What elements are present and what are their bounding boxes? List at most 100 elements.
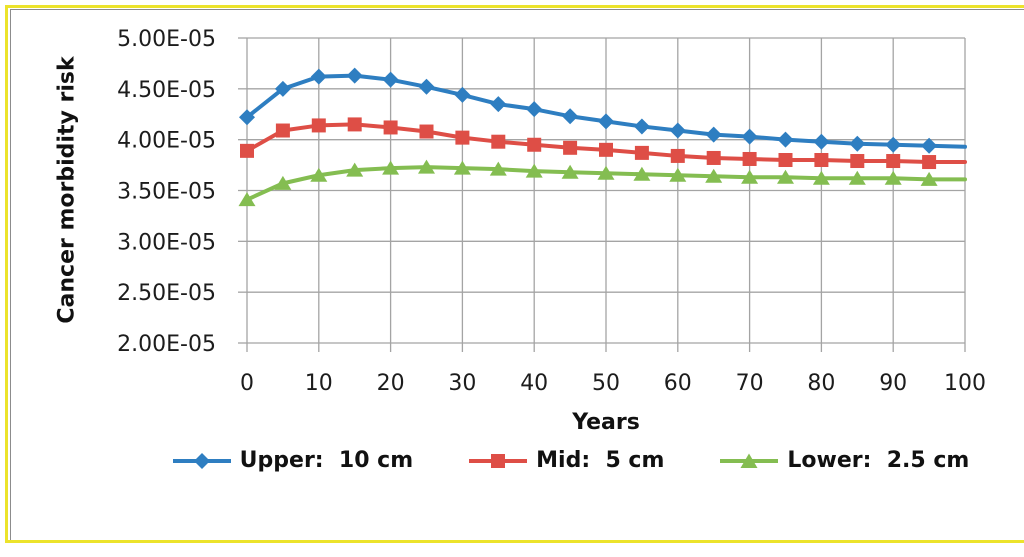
- y-tick-label: 2.00E-05: [117, 332, 216, 357]
- x-tick-label: 20: [377, 371, 405, 396]
- legend-item-upper: Upper: 10 cm: [171, 448, 414, 473]
- triangle-marker: [884, 170, 902, 185]
- legend-item-lower: Lower: 2.5 cm: [718, 448, 969, 473]
- square-marker: [383, 120, 398, 135]
- triangle-marker: [669, 167, 687, 182]
- x-tick-label: 10: [305, 371, 333, 396]
- square-marker: [742, 151, 757, 166]
- diamond-marker: [921, 137, 938, 154]
- square-marker: [311, 118, 326, 133]
- triangle-marker: [812, 170, 830, 185]
- y-tick-label: 3.50E-05: [117, 180, 216, 205]
- y-tick-label: 3.00E-05: [117, 230, 216, 255]
- triangle-marker: [597, 165, 615, 180]
- diamond-marker: [382, 71, 399, 88]
- triangle-marker: [346, 162, 364, 177]
- triangle-marker: [920, 171, 938, 186]
- triangle-marker: [561, 164, 579, 179]
- square-marker: [563, 140, 578, 155]
- triangle-marker: [489, 161, 507, 176]
- diamond-marker: [813, 133, 830, 150]
- square-marker: [491, 134, 506, 149]
- square-marker: [706, 150, 721, 165]
- y-tick-label: 4.00E-05: [117, 129, 216, 154]
- legend-square-marker: [491, 453, 506, 468]
- y-axis-title: Cancer morbidity risk: [54, 56, 80, 324]
- x-axis-title: Years: [572, 410, 640, 435]
- diamond-marker: [777, 131, 794, 148]
- tick-labels: 5.00E-05 4.50E-05 4.00E-05 3.50E-05 3.00E-05…: [117, 27, 986, 396]
- legend-label-upper: Upper: 10 cm: [239, 448, 414, 473]
- x-tick-label: 50: [592, 371, 620, 396]
- diamond-marker: [849, 135, 866, 152]
- gridlines: [238, 37, 966, 352]
- legend-item-mid: Mid: 5 cm: [467, 448, 664, 473]
- diamond-marker: [239, 109, 255, 126]
- diamond-marker: [885, 136, 902, 153]
- square-marker: [419, 124, 434, 139]
- legend-triangle-marker: [740, 453, 758, 468]
- square-marker: [922, 155, 937, 170]
- diamond-marker: [598, 113, 614, 130]
- square-marker: [634, 145, 649, 160]
- triangle-marker: [418, 159, 435, 174]
- diamond-marker: [669, 122, 686, 139]
- legend-label-mid: Mid: 5 cm: [536, 448, 665, 473]
- triangle-marker: [777, 169, 794, 184]
- square-marker: [778, 153, 793, 167]
- x-tick-label: 70: [736, 371, 764, 396]
- x-tick-label: 80: [807, 371, 835, 396]
- x-tick-label: 30: [448, 371, 476, 396]
- square-marker: [850, 154, 865, 169]
- y-tick-label: 2.50E-05: [117, 281, 216, 306]
- triangle-marker: [741, 169, 759, 184]
- legend: Upper: 10 cm Mid: 5 cm Lower: 2.5 cm: [150, 448, 990, 473]
- diamond-marker: [454, 86, 471, 103]
- triangle-marker: [238, 192, 256, 207]
- triangle-marker: [382, 160, 400, 175]
- square-marker: [814, 153, 829, 167]
- diamond-marker: [274, 80, 291, 97]
- square-marker: [599, 142, 613, 157]
- triangle-marker: [525, 163, 543, 178]
- diamond-marker: [310, 68, 327, 85]
- series-upper: [239, 67, 967, 154]
- square-marker: [455, 130, 470, 145]
- square-marker: [347, 117, 362, 132]
- diamond-marker: [418, 78, 435, 95]
- triangle-marker: [848, 170, 866, 185]
- square-marker: [527, 137, 542, 152]
- triangle-marker: [310, 167, 328, 182]
- series-mid: [240, 117, 967, 170]
- chart-object-border: [10, 9, 1024, 540]
- diamond-marker: [562, 108, 579, 125]
- triangle-marker: [705, 168, 723, 183]
- x-tick-label: 90: [879, 371, 907, 396]
- legend-label-lower: Lower: 2.5 cm: [787, 448, 970, 473]
- x-tick-label: 60: [664, 371, 692, 396]
- triangle-marker: [633, 166, 651, 181]
- diamond-marker: [633, 118, 650, 135]
- square-marker: [886, 154, 901, 169]
- diamond-marker: [705, 126, 722, 143]
- series-lower: [238, 159, 967, 207]
- lower-series-legend-icon: [720, 453, 779, 468]
- x-tick-label: 40: [520, 371, 548, 396]
- legend-diamond-marker: [193, 452, 210, 469]
- x-tick-label: 100: [944, 371, 986, 396]
- diamond-marker: [346, 67, 363, 84]
- square-marker: [275, 123, 290, 138]
- y-tick-label: 4.50E-05: [117, 78, 216, 103]
- y-tick-label: 5.00E-05: [117, 27, 216, 52]
- outer-yellow-border: [5, 5, 1024, 543]
- upper-series-legend-icon: [172, 452, 231, 469]
- x-tick-label: 0: [240, 371, 254, 396]
- diamond-marker: [741, 128, 758, 145]
- diamond-marker: [490, 96, 507, 113]
- triangle-marker: [453, 160, 471, 175]
- square-marker: [670, 148, 685, 163]
- diamond-marker: [526, 101, 543, 118]
- mid-series-legend-icon: [469, 453, 528, 468]
